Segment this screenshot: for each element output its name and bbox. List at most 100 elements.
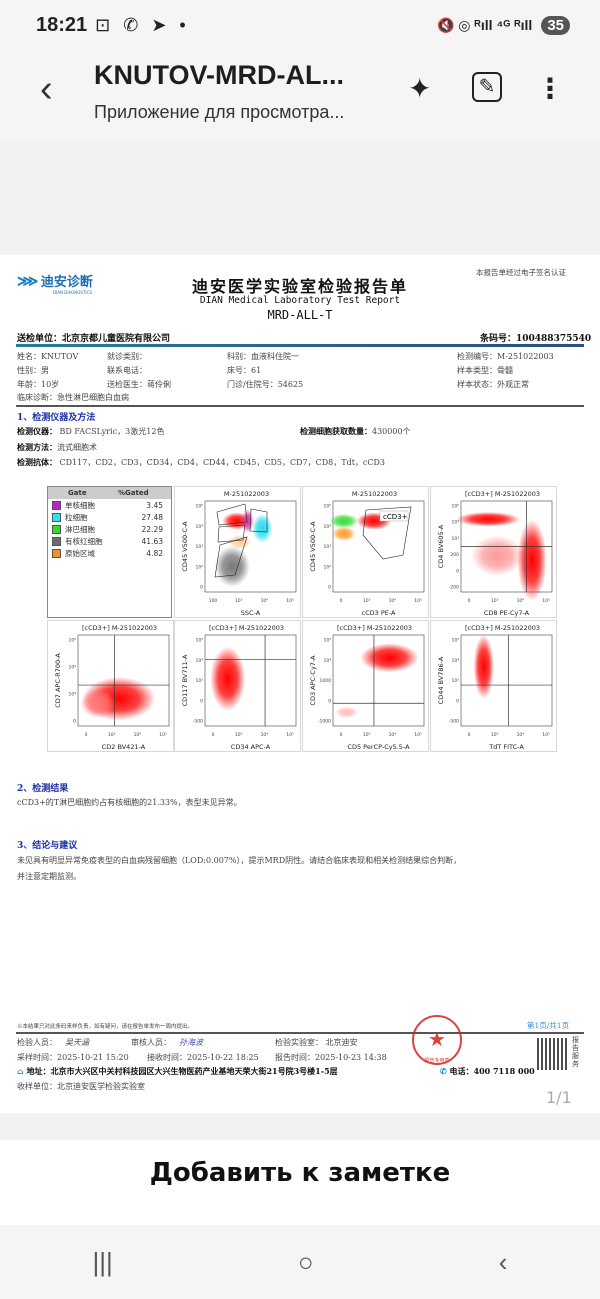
gate-percent: 3.45 [146,500,163,510]
conclusion-text: 未见具有明显异常免疫表型的白血病残留细胞（LOD:0.007%），提示MRD阴性… [17,856,462,865]
y-tick-label: 10⁴ [195,524,203,530]
patient-info-field: 样本类型：骨髓 [457,366,513,375]
plot-title: [cCD3+] M-251022003 [337,624,412,632]
page-indicator: 1/1 [546,1088,572,1107]
phone-icon: ✆ [440,1066,447,1076]
gate-row: 原始区域 4.82 [48,547,171,559]
cell-population [471,535,524,576]
plot-title: M-251022003 [352,490,397,498]
flow-plot: [cCD3+] M-251022003 CD8 PE-Cy7-A CD4 BV605… [430,486,557,618]
y-tick-label: 10⁵ [323,504,331,510]
tester-signature: 吴天涵 [65,1038,89,1047]
y-tick-label: 200 [450,552,459,558]
cell-population [329,513,359,529]
report-time: 报告时间：2025-10-23 14:38 [275,1053,387,1062]
x-tick-label: 10³ [235,732,243,738]
y-tick-label: 0 [73,719,76,725]
lab-name: 检验实验室： 北京迪安 [275,1038,358,1047]
x-axis-label: SSC-A [241,609,261,617]
cell-population [335,706,359,719]
gate-polygon [217,524,246,543]
x-tick-label: 10⁴ [517,732,525,738]
y-tick-label: 10⁵ [451,504,459,510]
cell-population [360,643,419,673]
patient-info-field: 科别：血液科住院一 [227,352,299,361]
sample-time: 采样时间：2025-10-21 15:20 [17,1053,129,1062]
gate-color-swatch [52,512,61,522]
x-tick-label: 10⁴ [517,598,525,604]
system-status-icons: 🔇 ◎ ᴿıll ⁴ᴳ ᴿıll [436,16,533,33]
gate-name: 原始区域 [65,548,95,558]
company-logo: ⋙ 迪安诊断 DIAN DIAGNOSTICS [17,272,93,295]
flow-plot: M-251022003 SSC-A CD45 V500-C-A 100 10³ 10⁴ 10… [174,486,301,618]
gate-color-swatch [52,536,61,546]
battery-icon: 35 [541,15,570,35]
y-tick-label: 10⁵ [451,638,459,644]
back-button[interactable]: ‹ [498,1246,508,1277]
divider [16,405,584,407]
x-tick-label: 10⁵ [414,598,422,604]
footnote: ※本结果只对此条码来样负责，如有疑问，请在报告单发布一周内提出。 [17,1024,194,1030]
more-options-icon[interactable]: ⋮ [536,73,564,104]
cell-count-label: 检测细胞获取数量： [300,426,372,436]
x-axis-label: cCD3 PE-A [362,609,397,617]
section-1-heading: 1、检测仪器及方法 [17,413,96,423]
y-tick-label: 10² [195,564,203,570]
cell-population [517,519,547,601]
back-icon[interactable]: ‹ [40,68,53,110]
flow-plot: [cCD3+] M-251022003 TdT FITC-A CD44 BV786-… [430,620,557,752]
clock: 18:21 [36,13,88,36]
y-axis-label: CD117 BV711-A [181,654,189,706]
cell-population [473,634,494,699]
report-code: MRD-ALL-T [267,308,333,322]
logo-icon: ⋙ [17,272,39,290]
y-axis-label: CD44 BV786-A [437,656,445,704]
patient-info-field: 姓名：KNUTOV [17,352,79,361]
result-text: cCD3+的T淋巴细胞约占有核细胞的21.33%，表型未见异常。 [17,798,242,807]
y-tick-label: 10⁵ [195,504,203,510]
add-to-note-button[interactable]: Добавить к заметке [149,1158,451,1188]
y-tick-label: 10³ [68,692,76,698]
x-tick-label: 10⁵ [286,598,294,604]
ai-sparkle-icon[interactable]: ✦ [408,73,432,104]
home-icon: ⌂ [17,1066,24,1076]
x-tick-label: 0 [468,732,471,738]
instrument-value: BD FACSLyric，3激光12色 [59,427,165,436]
x-tick-label: 0 [340,598,343,604]
plot-title: [cCD3+] M-251022003 [82,624,157,632]
method-label: 检测方法： [17,442,57,452]
y-axis-label: CD45 V500-C-A [309,521,317,572]
x-tick-label: 10⁴ [134,732,142,738]
x-tick-label: 10³ [491,598,499,604]
x-axis-label: TdT FITC-A [488,743,524,751]
report-title-cn: 迪安医学实验室检验报告单 [191,277,408,296]
edit-icon[interactable]: ✎ [472,72,502,102]
x-tick-label: 10⁴ [261,732,269,738]
add-note-bar: Добавить к заметке [0,1140,600,1225]
cell-population [332,526,356,542]
recent-apps-button[interactable]: ||| [92,1246,113,1277]
cell-population [241,509,254,533]
patient-info-field: 性别：男 [17,366,49,375]
official-seal: ★ 报告专用章 [412,1015,462,1065]
x-axis-label: CD2 BV421-A [102,743,146,751]
receive-time: 接收时间：2025-10-22 18:25 [147,1053,259,1062]
instrument-label: 检测仪器： [17,426,57,436]
app-subtitle: Приложение для просмотра... [94,102,345,122]
y-tick-label: 10³ [323,544,331,550]
y-tick-label: 0 [200,698,203,704]
y-tick-label: 10⁴ [451,658,459,664]
y-tick-label: 1000 [320,678,332,684]
patient-info-field: 检测编号：M-251022003 [457,352,554,361]
conclusion-text-2: 并注意定期监测。 [17,872,81,881]
x-tick-label: 0 [212,732,215,738]
y-tick-label: 10⁴ [68,665,76,671]
home-button[interactable]: ○ [297,1246,314,1277]
gate-label: cCD3+ [383,513,408,521]
notification-icons: ⊡ ✆ ➤ • [95,14,190,35]
patient-info-field: 床号：61 [227,366,262,375]
plot-title: M-251022003 [224,490,269,498]
y-tick-label: 0 [456,568,459,574]
patient-info-field: 送检医生：蒋伶俐 [107,380,171,389]
report-title-en: DIAN Medical Laboratory Test Report [199,295,401,306]
